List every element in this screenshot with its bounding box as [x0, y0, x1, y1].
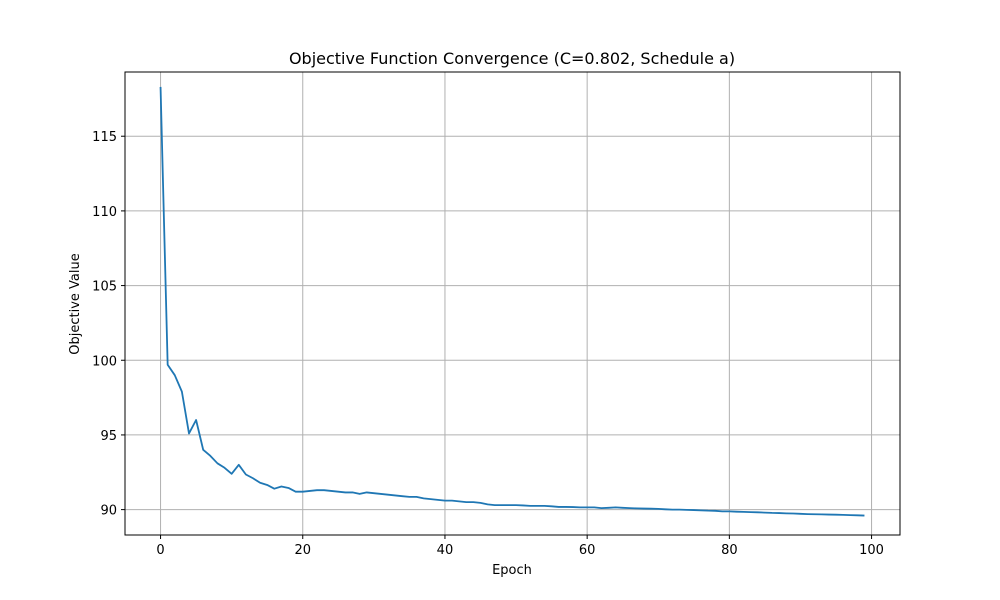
x-tick-label-5: 100	[859, 543, 884, 558]
x-tick-label-1: 20	[294, 543, 311, 558]
y-tick-label-3: 105	[92, 280, 117, 295]
x-tick-label-3: 60	[579, 543, 596, 558]
y-axis-label: Objective Value	[68, 253, 83, 354]
x-tick-label-4: 80	[721, 543, 738, 558]
y-tick-label-0: 90	[100, 504, 117, 519]
chart-title: Objective Function Convergence (C=0.802,…	[289, 49, 735, 68]
y-tick-label-1: 95	[100, 429, 117, 444]
y-tick-label-4: 110	[92, 205, 117, 220]
plot-frame	[124, 71, 901, 536]
x-tick-label-0: 0	[156, 543, 164, 558]
x-tick-label-2: 40	[437, 543, 454, 558]
x-axis-label: Epoch	[492, 563, 532, 578]
plot-area	[159, 86, 865, 517]
y-tick-label-5: 115	[92, 130, 117, 145]
series-line-0	[159, 86, 865, 517]
y-tick-label-2: 100	[92, 354, 117, 369]
grid-lines	[125, 72, 900, 535]
axis-ticks: 0 20 40 60 80 100 90 95 100 105 110 115	[92, 130, 884, 558]
